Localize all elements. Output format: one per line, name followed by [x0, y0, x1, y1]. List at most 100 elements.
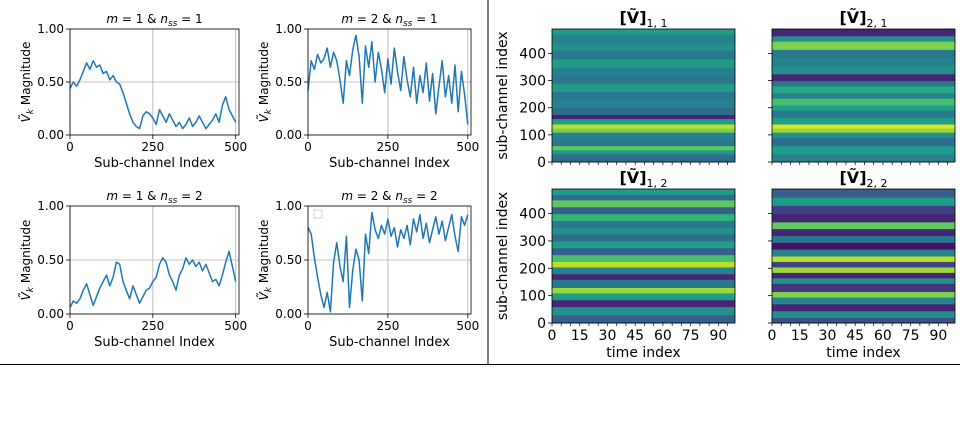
- heatmap-band: [552, 279, 735, 288]
- y-tick-label: 400: [519, 207, 546, 223]
- line-chart-1: 0 250 500 0.00 0.50 1.00 m = 1 & nss = 1 Sub-ch…: [18, 12, 247, 171]
- y-tick-label: 1.00: [275, 199, 302, 213]
- line-chart-4: 0 250 500 0.00 0.50 1.00 m = 2 & nss = 2 Sub-ch…: [256, 189, 479, 350]
- x-tick-label: 250: [141, 140, 164, 154]
- heatmap-band: [772, 297, 955, 305]
- heatmap-band: [772, 242, 955, 250]
- heatmap-band: [772, 29, 955, 37]
- plot-frame: [551, 28, 736, 163]
- heatmap-band: [552, 306, 735, 316]
- x-tick-label: 30: [599, 328, 617, 344]
- x-tick-label: 250: [141, 319, 164, 333]
- text-span: [: [839, 8, 846, 27]
- heatmap-band: [552, 213, 735, 221]
- y-tick-label: 100: [519, 289, 546, 305]
- y-tick-label: 0.50: [275, 253, 302, 267]
- x-tick-label: 90: [929, 328, 947, 344]
- heatmap-band: [552, 99, 735, 109]
- heatmap-band: [552, 234, 735, 242]
- x-tick-label: 0: [66, 140, 74, 154]
- heatmap-band: [772, 261, 955, 268]
- y-tick-label: 1.00: [275, 22, 302, 36]
- y-tick-label: 0: [537, 316, 546, 332]
- heatmap-band: [772, 228, 955, 236]
- chart-title: [Ṽ]1, 1: [619, 8, 667, 30]
- chart-title: m = 2 & nss = 1: [341, 12, 437, 29]
- y-tick-label: 400: [519, 46, 546, 62]
- heatmap-band: [772, 57, 955, 67]
- heatmap-band: [552, 83, 735, 92]
- text-span: ]: [639, 8, 646, 27]
- text-span: Magnitude: [19, 220, 33, 284]
- heatmap-band: [552, 128, 735, 133]
- y-tick-label: 300: [519, 74, 546, 90]
- y-axis-label: sub-channel index: [495, 31, 511, 159]
- heatmap-band: [772, 98, 955, 106]
- heatmap-band: [772, 277, 955, 284]
- plot-frame: [771, 188, 956, 324]
- text-span: &: [143, 12, 160, 26]
- heatmap-band: [772, 221, 955, 230]
- text-span: Ṽ: [256, 291, 271, 300]
- heatmap-band: [772, 189, 955, 198]
- heatmap-band: [552, 189, 735, 195]
- text-span: 2: [195, 189, 203, 203]
- text-span: ss: [168, 196, 178, 206]
- text-span: 1, 1: [647, 17, 668, 30]
- heatmap-band: [552, 118, 735, 125]
- heatmap-band: [552, 75, 735, 84]
- heatmap-band: [552, 227, 735, 235]
- text-span: Ṽ: [18, 113, 33, 122]
- text-span: Ṽ: [18, 291, 33, 300]
- chart-title: m = 1 & nss = 1: [106, 12, 202, 29]
- heatmap-band: [772, 92, 955, 99]
- heatmap-band: [552, 314, 735, 324]
- x-axis-label: time index: [606, 345, 680, 361]
- heatmap-4: 0 15 30 45 60 75 90 time index [Ṽ]2, 2: [768, 168, 956, 361]
- heatmap-band: [772, 86, 955, 94]
- heatmap-2: [Ṽ]2, 1: [768, 8, 956, 165]
- y-axis-label: Ṽk Magnitude: [18, 220, 36, 301]
- x-tick-label: 500: [224, 319, 247, 333]
- y-tick-label: 200: [519, 261, 546, 277]
- line-chart-3: 0 250 500 0.00 0.50 1.00 m = 1 & nss = 2 Sub-ch…: [18, 189, 247, 350]
- heatmap-band: [772, 128, 955, 133]
- heatmap-band: [552, 132, 735, 140]
- heatmap-band: [552, 273, 735, 280]
- text-span: 1: [430, 12, 438, 26]
- text-span: =: [412, 12, 430, 26]
- series-line: [69, 60, 237, 130]
- heatmap-band: [552, 153, 735, 163]
- chart-title: [Ṽ]2, 1: [839, 8, 887, 30]
- text-span: Ṽ: [627, 168, 640, 187]
- y-tick-label: 0.50: [275, 75, 302, 89]
- x-tick-label: 250: [376, 319, 399, 333]
- y-tick-label: 100: [519, 128, 546, 144]
- text-span: m: [106, 12, 118, 26]
- heatmap-band: [772, 105, 955, 111]
- heatmap-band: [552, 107, 735, 115]
- heatmap-band: [552, 50, 735, 60]
- heatmap-band: [552, 247, 735, 256]
- y-axis-label: Ṽk Magnitude: [256, 42, 274, 123]
- text-span: =: [118, 189, 136, 203]
- y-tick-label: 0.00: [37, 307, 64, 321]
- heatmap-band: [772, 205, 955, 215]
- y-axis-label: Ṽk Magnitude: [18, 42, 36, 123]
- heatmap-band: [772, 80, 955, 87]
- heatmap-band: [772, 213, 955, 223]
- text-span: ss: [403, 196, 413, 206]
- heatmap-band: [772, 49, 955, 58]
- y-tick-label: 0.00: [275, 128, 302, 142]
- y-tick-label: 0.50: [37, 75, 64, 89]
- heatmap-band: [772, 73, 955, 82]
- x-tick-label: 0: [304, 319, 312, 333]
- text-span: m: [106, 189, 118, 203]
- heatmap-band: [552, 124, 735, 129]
- x-tick-label: 75: [902, 328, 920, 344]
- chart-title: m = 1 & nss = 2: [106, 189, 202, 206]
- text-span: Magnitude: [257, 42, 271, 106]
- text-span: k: [26, 286, 36, 292]
- heatmap-band: [552, 42, 735, 52]
